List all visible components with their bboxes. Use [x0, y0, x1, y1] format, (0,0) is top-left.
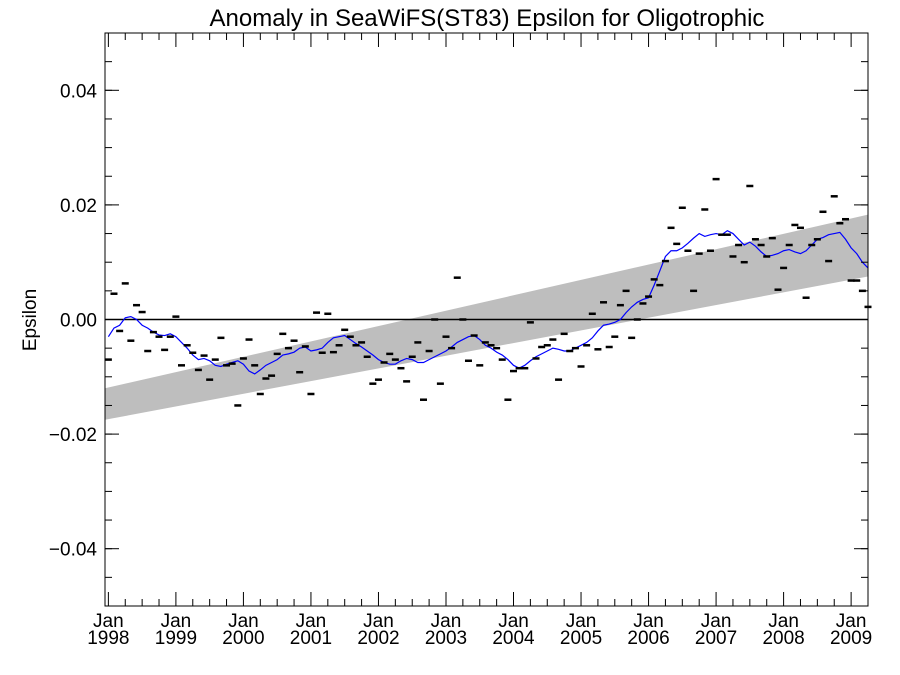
x-tick-label-year: 2006	[627, 628, 669, 649]
x-tick-label-month: Jan	[296, 611, 327, 632]
x-tick-label-month: Jan	[431, 611, 462, 632]
x-tick-label-year: 2002	[357, 628, 399, 649]
x-ticks: Jan1998Jan1999Jan2000Jan2001Jan2002Jan20…	[87, 33, 872, 649]
x-tick-label-year: 2000	[222, 628, 264, 649]
x-tick-label-year: 2007	[695, 628, 737, 649]
x-tick-label-month: Jan	[363, 611, 394, 632]
x-tick-label-year: 2001	[290, 628, 332, 649]
x-tick-label-month: Jan	[701, 611, 732, 632]
y-axis-label: Epsilon	[20, 289, 41, 351]
x-tick-label-month: Jan	[93, 611, 124, 632]
chart-title: Anomaly in SeaWiFS(ST83) Epsilon for Oli…	[210, 5, 765, 32]
running-mean-line	[107, 229, 869, 375]
x-tick-label-month: Jan	[566, 611, 597, 632]
trend-band	[105, 214, 868, 420]
y-tick-label: −0.04	[49, 540, 98, 561]
x-tick-label-month: Jan	[768, 611, 799, 632]
x-tick-label-month: Jan	[633, 611, 664, 632]
y-tick-label: −0.02	[49, 425, 97, 446]
x-tick-label-year: 2008	[762, 628, 804, 649]
running-mean-layer	[107, 229, 869, 375]
x-tick-label-month: Jan	[161, 611, 192, 632]
x-tick-label-month: Jan	[498, 611, 529, 632]
y-tick-label: 0.02	[60, 196, 97, 217]
trend-band-layer	[105, 214, 868, 420]
x-tick-label-year: 1999	[155, 628, 197, 649]
x-tick-label-year: 2005	[560, 628, 602, 649]
x-tick-label-month: Jan	[836, 611, 867, 632]
y-tick-label: 0.04	[60, 81, 97, 102]
x-tick-label-month: Jan	[228, 611, 259, 632]
x-tick-label-year: 2004	[492, 628, 535, 649]
x-tick-label-year: 2009	[830, 628, 872, 649]
x-tick-label-year: 2003	[425, 628, 467, 649]
y-ticks: −0.04 −0.02 0.00 0.02 0.04	[49, 32, 868, 607]
y-tick-label: 0.00	[60, 311, 97, 332]
x-tick-label-year: 1998	[87, 628, 129, 649]
